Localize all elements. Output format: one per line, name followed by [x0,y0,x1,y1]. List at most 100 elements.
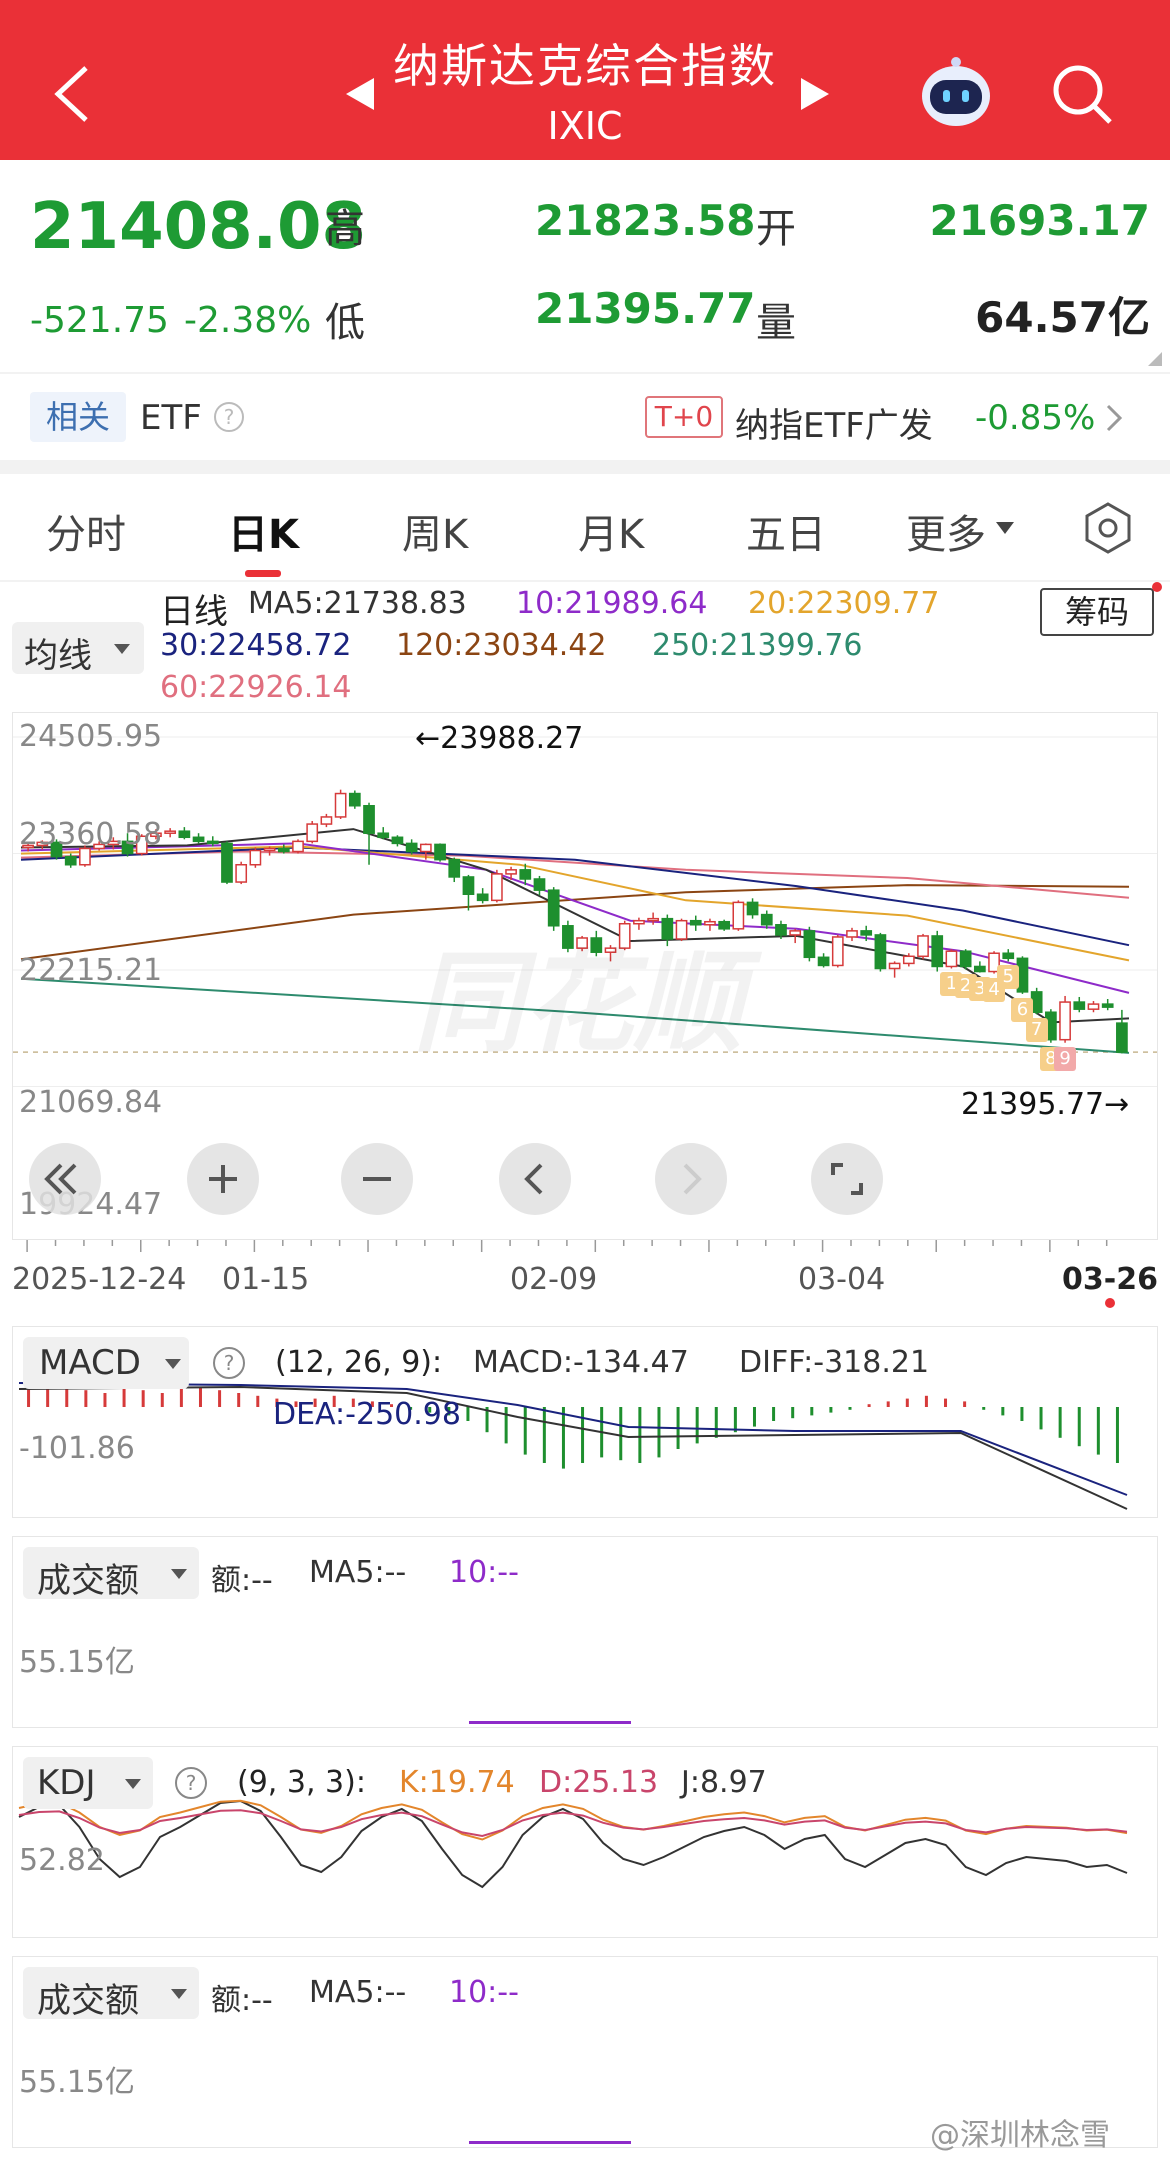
candle-body [732,901,745,930]
volume-value: 64.57亿 [975,293,1150,342]
divider [0,580,1170,582]
macd-panel[interactable]: MACD ? (12, 26, 9): MACD:-134.47 DIFF:-3… [12,1326,1158,1518]
diff-line [18,1385,1128,1510]
macd-plot [18,1379,1128,1510]
kdj-panel[interactable]: KDJ ? (9, 3, 3): K:19.74 D:25.13 J:8.97 … [12,1746,1158,1938]
divider [0,372,1170,374]
tab-intraday[interactable]: 分时 [46,512,126,558]
candle-body [1087,1003,1100,1010]
kline-chart[interactable]: 同花顺 24505.95 23360.58 22215.21 21069.84 … [12,712,1158,1240]
volume-selector-2[interactable]: 成交额 [23,1967,199,2021]
candle-body [661,917,674,940]
candle-body [1002,952,1015,960]
macd-params: (12, 26, 9): [275,1345,443,1380]
help-icon[interactable]: ? [212,400,246,434]
scroll-left-button[interactable] [499,1143,571,1215]
etf-label: ETF [140,398,202,438]
caret-down-icon[interactable] [994,520,1016,536]
robot-icon[interactable] [916,54,996,132]
kdj-j: J:8.97 [681,1765,767,1800]
active-tab-indicator [245,570,281,577]
etf-fund-name[interactable]: 纳指ETF广发 [735,406,933,446]
candle-body [547,889,560,927]
tab-weekly-k[interactable]: 周K [402,512,469,558]
volume-selector[interactable]: 成交额 [23,1547,199,1601]
diff-value: DIFF:-318.21 [739,1345,930,1380]
help-icon[interactable]: ? [211,1345,247,1381]
candle-body [448,858,461,878]
search-icon[interactable] [1050,62,1116,128]
caret-down-icon [171,1989,187,1999]
ma10-value: 10:21989.64 [516,586,708,621]
date-label-4: 03-04 [798,1262,886,1297]
candle-body [363,805,375,834]
help-icon[interactable]: ? [173,1765,209,1801]
candle-body [221,842,233,883]
macd-y-label: -101.86 [19,1431,135,1466]
chevron-right-icon[interactable] [1104,402,1126,434]
candle-body [93,843,105,850]
zoom-in-button[interactable] [187,1143,259,1215]
prev-arrow-icon[interactable] [340,74,380,114]
ma60-value: 60:22926.14 [160,670,352,705]
candle-body [590,937,603,953]
candle-body [689,919,702,926]
settings-icon[interactable] [1080,500,1136,556]
expand-corner-icon[interactable] [1146,350,1164,368]
low-annotation: 21395.77→ [961,1087,1130,1122]
caret-down-icon [165,1359,181,1369]
next-arrow-icon[interactable] [795,74,835,114]
kdj-plot [18,1799,1128,1889]
candle-body [803,930,816,959]
candle-body [434,843,446,861]
candle-body [945,950,958,968]
volume-panel-2[interactable]: 成交额 额:-- MA5:-- 10:-- 55.15亿 [12,1956,1158,2148]
y-label-3: 22215.21 [19,953,163,988]
candle-body [519,869,532,880]
candle-body [277,847,290,853]
candle-body [491,873,503,902]
candle-body [562,925,574,949]
candle-body [334,792,347,818]
y-label-4: 21069.84 [19,1085,163,1120]
related-tag: 相关 [30,392,126,442]
index-code: IXIC [547,104,623,148]
scroll-right-button[interactable] [655,1143,727,1215]
ma-selector[interactable]: 均线 [12,622,144,676]
dea-line [18,1382,1128,1496]
kdj-params: (9, 3, 3): [237,1765,366,1800]
chip-distribution-button[interactable]: 筹码 [1040,588,1154,636]
kdj-y-label: 52.82 [19,1843,105,1878]
y-label-2: 23360.58 [19,817,163,852]
fullscreen-button[interactable] [811,1143,883,1215]
nine-turn-label: 5 [997,965,1020,990]
kdj-selector[interactable]: KDJ [23,1757,153,1809]
candle-body [888,962,901,970]
candle-body [476,893,489,902]
volume-label: 量 [756,300,796,346]
double-chevron-left-icon [44,1163,77,1195]
back-icon[interactable] [50,62,94,126]
candle-body [675,919,688,940]
svg-text:?: ? [224,405,235,429]
candle-body [1059,1001,1071,1041]
date-label-2: 01-15 [222,1262,310,1297]
dea-value: DEA:-250.98 [273,1397,461,1432]
ma250-value: 250:21399.76 [652,628,863,663]
volume-panel[interactable]: 成交额 额:-- MA5:-- 10:-- 55.15亿 [12,1536,1158,1728]
zoom-out-button[interactable] [341,1143,413,1215]
tab-monthly-k[interactable]: 月K [578,512,645,558]
candle-body [831,936,844,967]
macd-selector[interactable]: MACD [23,1337,189,1389]
tab-daily-k[interactable]: 日K [228,512,299,558]
etf-fund-change: -0.85% [975,398,1096,438]
open-label: 开 [756,206,796,252]
nine-turn-label: 9 [1054,1046,1077,1071]
tab-more[interactable]: 更多 [906,512,986,558]
candle-body [959,950,972,968]
tab-five-day[interactable]: 五日 [746,512,826,558]
scroll-left-fast-button[interactable] [29,1143,101,1215]
ma5-value: MA5:21738.83 [248,586,467,621]
volume-ma-line [469,1721,631,1724]
